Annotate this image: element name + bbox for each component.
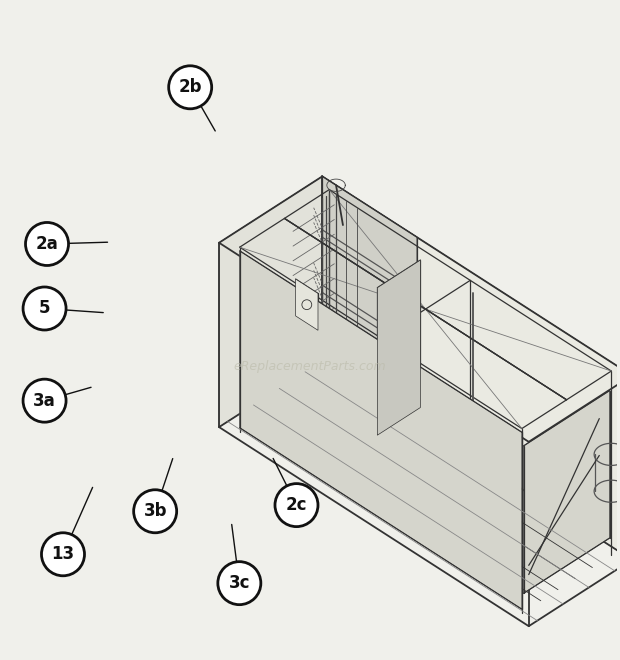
Text: 3c: 3c <box>229 574 250 592</box>
Text: 5: 5 <box>39 300 50 317</box>
Circle shape <box>169 66 211 109</box>
Polygon shape <box>219 176 322 427</box>
Circle shape <box>25 222 69 265</box>
Circle shape <box>42 533 84 576</box>
Circle shape <box>23 287 66 330</box>
Circle shape <box>218 562 261 605</box>
Circle shape <box>275 484 318 527</box>
Text: 2b: 2b <box>179 79 202 96</box>
Text: 2a: 2a <box>35 235 58 253</box>
Polygon shape <box>240 251 522 609</box>
Polygon shape <box>322 176 417 422</box>
Text: 2c: 2c <box>286 496 308 514</box>
Polygon shape <box>523 391 609 593</box>
Circle shape <box>134 490 177 533</box>
Polygon shape <box>219 176 620 442</box>
Text: 13: 13 <box>51 545 74 563</box>
Polygon shape <box>322 176 620 560</box>
Circle shape <box>23 379 66 422</box>
Polygon shape <box>378 260 420 435</box>
Text: 3b: 3b <box>143 502 167 520</box>
Text: eReplacementParts.com: eReplacementParts.com <box>234 360 386 374</box>
Text: 3a: 3a <box>33 391 56 410</box>
Polygon shape <box>296 279 318 330</box>
